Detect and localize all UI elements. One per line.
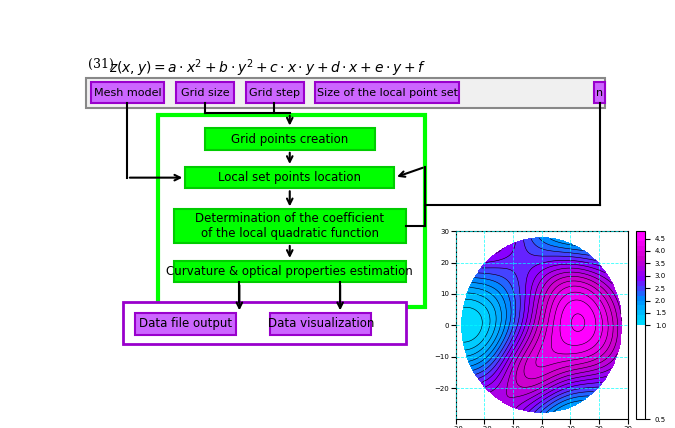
Text: Data file output: Data file output	[138, 318, 232, 330]
Text: (31): (31)	[88, 57, 114, 71]
Text: Curvature & optical properties estimation: Curvature & optical properties estimatio…	[166, 265, 413, 278]
Bar	[185, 167, 394, 188]
Bar	[173, 261, 406, 282]
Bar	[135, 313, 236, 335]
Bar	[90, 82, 164, 103]
Bar	[315, 82, 459, 103]
Bar	[173, 209, 406, 243]
Text: Size of the local point set: Size of the local point set	[317, 88, 458, 98]
Bar	[158, 115, 425, 307]
Text: Data visualization: Data visualization	[267, 318, 374, 330]
Bar	[594, 82, 605, 103]
Bar	[86, 78, 605, 107]
Text: n: n	[596, 88, 603, 98]
Text: Local set points location: Local set points location	[218, 171, 361, 184]
Bar	[246, 82, 304, 103]
Text: Grid points creation: Grid points creation	[231, 133, 348, 146]
Text: Grid size: Grid size	[181, 88, 230, 98]
Text: Mesh model: Mesh model	[94, 88, 161, 98]
Text: Determination of the coefficient
of the local quadratic function: Determination of the coefficient of the …	[195, 212, 384, 240]
Text: $z(x,y)=a\cdot x^2+b\cdot y^2+c\cdot x\cdot y+d\cdot x+e\cdot y+f$: $z(x,y)=a\cdot x^2+b\cdot y^2+c\cdot x\c…	[109, 57, 427, 79]
Bar	[271, 313, 371, 335]
Text: Grid step: Grid step	[249, 88, 300, 98]
Bar	[205, 128, 375, 150]
Bar	[176, 82, 234, 103]
Bar	[123, 302, 406, 344]
